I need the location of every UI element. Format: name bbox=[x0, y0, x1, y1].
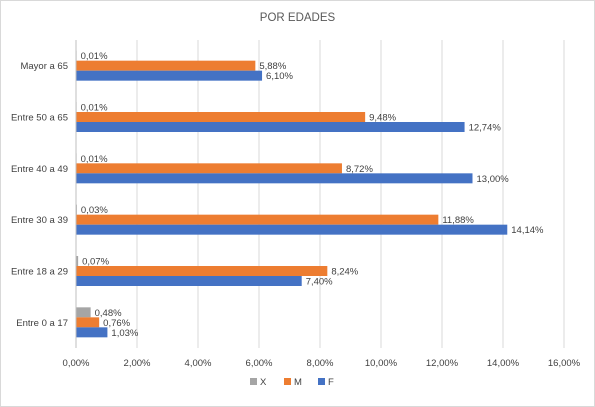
bar-f bbox=[76, 224, 508, 235]
data-label: 13,00% bbox=[477, 174, 510, 185]
bar-m bbox=[76, 112, 366, 122]
bar-m bbox=[76, 60, 256, 71]
data-label: 14,14% bbox=[511, 225, 544, 236]
bar-m bbox=[76, 266, 328, 276]
category-label: Entre 40 a 49 bbox=[11, 164, 68, 175]
x-tick-label: 14,00% bbox=[487, 358, 520, 369]
category-label: Entre 0 a 17 bbox=[16, 318, 68, 329]
bar-f bbox=[76, 122, 465, 132]
data-label: 8,72% bbox=[346, 164, 373, 175]
bar-x bbox=[76, 307, 91, 318]
data-label: 0,07% bbox=[82, 257, 109, 268]
x-tick-label: 16,00% bbox=[548, 358, 581, 369]
category-label: Entre 50 a 65 bbox=[11, 113, 68, 124]
x-tick-label: 2,00% bbox=[124, 358, 151, 369]
data-label: 11,88% bbox=[442, 215, 474, 226]
data-label: 6,10% bbox=[266, 71, 293, 82]
legend-label: M bbox=[294, 377, 302, 388]
legend-label: X bbox=[260, 377, 267, 388]
data-label: 0,01% bbox=[81, 51, 108, 62]
data-label: 9,48% bbox=[369, 113, 396, 124]
bar-f bbox=[76, 173, 473, 184]
x-tick-label: 4,00% bbox=[185, 358, 212, 369]
bar-m bbox=[76, 214, 439, 225]
x-tick-label: 6,00% bbox=[246, 358, 273, 369]
data-label: 5,88% bbox=[259, 61, 286, 72]
data-label: 1,03% bbox=[111, 328, 138, 339]
data-label: 0,76% bbox=[103, 318, 130, 329]
x-tick-label: 8,00% bbox=[307, 358, 334, 369]
bar-f bbox=[76, 327, 108, 338]
legend-swatch bbox=[284, 378, 291, 385]
data-label: 0,01% bbox=[81, 154, 108, 165]
chart-title: POR EDADES bbox=[259, 12, 336, 24]
category-label: Entre 30 a 39 bbox=[11, 215, 68, 226]
category-label: Mayor a 65 bbox=[20, 61, 68, 72]
data-label: 12,74% bbox=[469, 123, 502, 134]
legend-swatch bbox=[318, 378, 325, 385]
bar-x bbox=[76, 256, 79, 266]
bar-m bbox=[76, 163, 342, 174]
bar-f bbox=[76, 276, 302, 286]
data-label: 0,48% bbox=[95, 308, 122, 319]
category-label: Entre 18 a 29 bbox=[11, 267, 68, 278]
data-label: 0,03% bbox=[81, 205, 108, 216]
legend-label: F bbox=[328, 377, 334, 388]
x-tick-label: 0,00% bbox=[63, 358, 90, 369]
x-tick-label: 12,00% bbox=[426, 358, 459, 369]
data-label: 7,40% bbox=[306, 277, 333, 288]
data-label: 0,01% bbox=[81, 103, 108, 114]
legend-swatch bbox=[250, 378, 257, 385]
bar-m bbox=[76, 317, 100, 328]
bar-f bbox=[76, 70, 263, 81]
x-tick-label: 10,00% bbox=[365, 358, 398, 369]
data-label: 8,24% bbox=[331, 267, 358, 278]
